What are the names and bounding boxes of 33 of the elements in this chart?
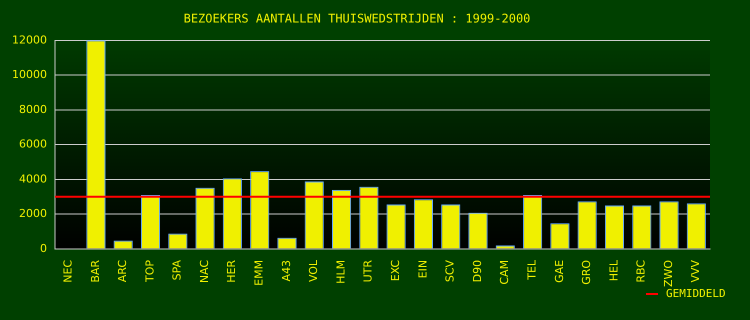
y-tick-label: 6000 [18,138,47,151]
x-tick-label: A43 [280,260,293,282]
x-tick-label: EXC [389,260,402,282]
legend-label: GEMIDDELD [666,286,726,300]
x-tick-label: VVV [689,259,702,283]
y-tick-label: 8000 [18,102,47,116]
x-tick-label: TOP [143,260,156,283]
x-tick-label: HEL [607,259,620,282]
x-tick-label: ARC [116,260,130,282]
y-tick-label: 2000 [18,207,47,220]
x-tick-label: VOL [307,259,320,282]
x-tick-label: RBC [634,260,648,283]
y-tick-label: 12000 [12,33,47,46]
x-tick-label: SPA [170,259,184,280]
x-tick-label: HLM [334,260,348,284]
x-tick-label: TEL [525,259,538,281]
x-tick-label: GAE [552,260,566,283]
x-tick-label: ZWO [662,260,675,288]
y-tick-label: 10000 [12,68,47,82]
x-tick-label: EIN [416,260,430,278]
x-tick-label: CAM [498,260,512,285]
x-tick-label: GRO [580,260,594,285]
x-tick-label: NAC [198,260,211,284]
x-tick-label: BAR [88,260,102,283]
x-tick-label: NEC [62,260,74,283]
x-tick-label: SCV [444,259,457,282]
x-tick-label: HER [225,260,238,283]
x-tick-label: EMM [252,260,266,286]
chart-title: BEZOEKERS AANTALLEN THUISWEDSTRIJDEN : 1999-2000 [184,11,530,26]
x-tick-label: D90 [470,260,484,282]
y-tick-label: 4000 [18,172,47,186]
x-tick-label: UTR [362,260,375,282]
y-tick-label: 0 [40,242,47,255]
